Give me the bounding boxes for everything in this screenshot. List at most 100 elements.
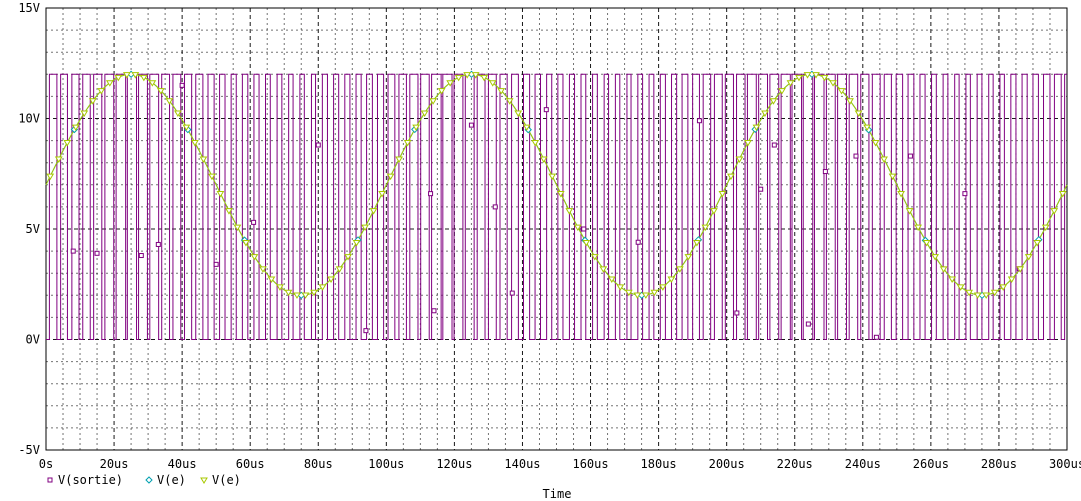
point-v-e-2 (386, 173, 395, 181)
point-v-sortie (907, 153, 913, 159)
point-v-e-2 (650, 289, 659, 297)
point-v-sortie (94, 250, 100, 256)
point-v-sortie (431, 308, 437, 314)
point-v-e-2 (846, 98, 854, 105)
point-v-e-2 (641, 292, 650, 299)
point-v-e-2 (658, 284, 667, 291)
point-v-e-2 (199, 156, 208, 163)
point-v-e-2 (250, 254, 259, 261)
point-v-sortie (805, 321, 811, 327)
point-v-e-2 (931, 254, 940, 261)
point-v-e-2 (820, 74, 829, 82)
point-v-e-2 (744, 140, 752, 147)
legend-label: V(sortie) (58, 473, 123, 487)
point-v-e-2 (812, 72, 820, 79)
point-v-e-2 (378, 190, 386, 198)
point-v-e-2 (352, 240, 361, 247)
point-v-e-2 (114, 74, 123, 82)
legend-marker (200, 477, 208, 484)
point-v-e-2 (761, 110, 769, 118)
point-v-e-2 (693, 240, 701, 247)
point-v-e-2 (208, 173, 216, 181)
point-v-e-2 (233, 224, 242, 232)
point-v-e-2 (182, 124, 191, 132)
x-tick-label: 180us (641, 457, 677, 471)
point-v-e-2 (327, 276, 335, 283)
point-v-e-2 (1058, 190, 1067, 198)
point-v-e-2 (897, 190, 905, 198)
point-v-e-2 (531, 140, 540, 147)
x-tick-label: 300us (1049, 457, 1081, 471)
point-v-e-2 (573, 224, 582, 232)
point-v-e-2 (752, 124, 761, 132)
x-tick-label: 260us (913, 457, 949, 471)
point-v-sortie (962, 191, 968, 197)
point-v-e-2 (1016, 266, 1025, 273)
point-v-sortie (251, 219, 257, 225)
point-v-sortie (428, 191, 434, 197)
point-v-e-2 (71, 124, 80, 132)
x-tick-label: 280us (981, 457, 1017, 471)
point-v-sortie (138, 253, 144, 259)
point-v-e-2 (1041, 224, 1050, 232)
point-v-e-2 (437, 88, 446, 95)
point-v-e-2 (361, 224, 369, 232)
point-v-e-2 (837, 88, 846, 95)
point-v-e-2 (395, 156, 403, 163)
point-v-e-2 (599, 266, 608, 273)
point-v-e-2 (488, 80, 497, 87)
point-v-e-2 (522, 124, 531, 132)
point-v-e-2 (471, 72, 480, 79)
point-v-e-2 (684, 254, 693, 261)
point-v-e-2 (412, 124, 420, 132)
point-v-e-2 (46, 173, 55, 181)
point-v-e-2 (344, 254, 352, 261)
point-v-sortie (509, 290, 515, 296)
point-v-e-2 (318, 284, 327, 291)
legend-marker (145, 476, 153, 484)
axis-layer: 0s 20us 40us 60us 80us 100us 120us 140us 160us 18… (18, 1, 1081, 471)
point-v-e-2 (420, 110, 429, 118)
x-tick-label: 160us (572, 457, 608, 471)
legend: V(sortie) V(e) V(e) (58, 473, 241, 487)
point-v-e-2 (565, 208, 574, 215)
point-v-e-2 (139, 74, 148, 82)
point-v-e-2 (735, 156, 744, 163)
x-tick-label: 40us (168, 457, 197, 471)
point-v-e-2 (259, 266, 267, 273)
x-tick-label: 120us (436, 457, 472, 471)
point-v-e-2 (939, 266, 948, 273)
point-v-e-2 (105, 80, 114, 87)
point-v-e-2 (965, 289, 974, 297)
point-v-e-2 (888, 173, 897, 181)
x-tick-label: 140us (504, 457, 540, 471)
y-tick-label: 5V (26, 222, 40, 236)
point-v-sortie (543, 107, 549, 113)
y-tick-label: 10V (18, 112, 40, 126)
x-tick-label: 60us (236, 457, 265, 471)
point-v-e-2 (727, 173, 735, 181)
point-v-e-2 (80, 110, 89, 118)
point-v-e-2 (880, 156, 888, 163)
point-v-e-2 (786, 80, 795, 87)
point-v-e-2 (633, 292, 642, 299)
point-v-e-2 (429, 98, 438, 105)
point-v-e-2 (718, 190, 727, 198)
point-v-sortie (492, 204, 498, 210)
point-v-sortie (734, 310, 740, 316)
point-v-e-2 (803, 72, 812, 79)
point-v-e-2 (403, 140, 412, 147)
point-v-e-2 (156, 88, 165, 95)
point-v-e-2 (148, 80, 157, 87)
point-v-e-2 (454, 74, 463, 82)
point-v-e-2 (54, 156, 63, 163)
y-tick-label: -5V (18, 443, 40, 457)
point-v-e-2 (1033, 240, 1042, 247)
point-v-e-2 (982, 292, 991, 299)
x-tick-label: 80us (304, 457, 333, 471)
point-v-e-2 (548, 173, 557, 181)
point-v-e-2 (556, 190, 565, 198)
point-v-e-2 (914, 224, 922, 232)
point-v-e-2 (829, 80, 837, 87)
